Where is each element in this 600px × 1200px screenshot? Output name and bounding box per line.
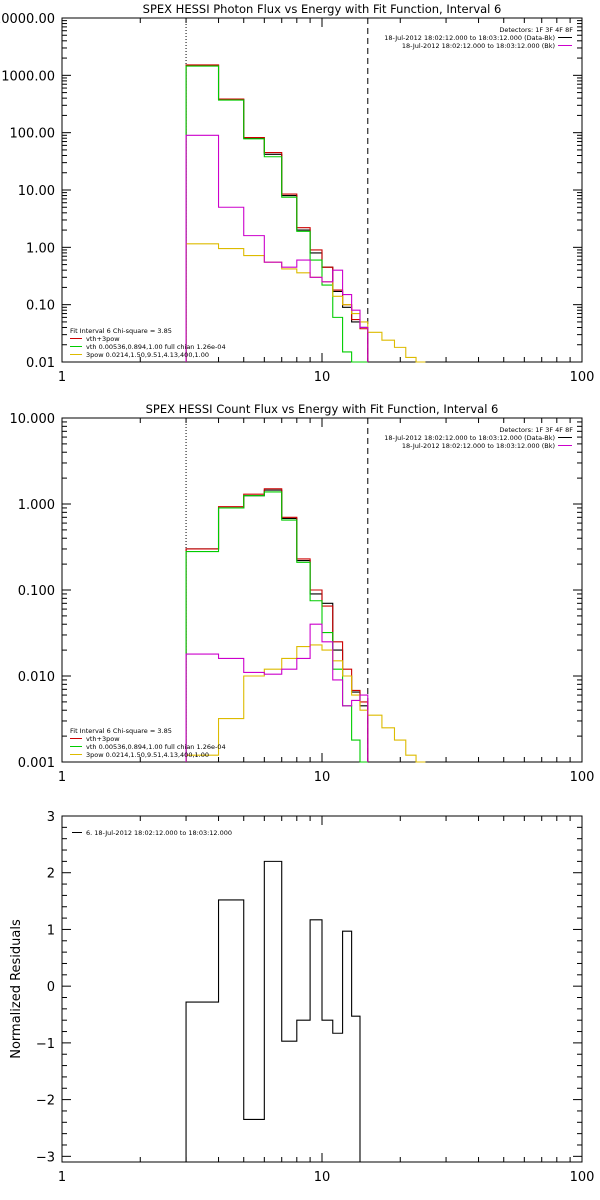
x-tick-label: 10: [314, 770, 331, 785]
chart-panel-2: SPEX HESSI Count Flux vs Energy with Fit…: [10, 402, 595, 785]
y-axis-label: Normalized Residuals: [9, 919, 24, 1059]
legend-entry: vth+3pow: [86, 735, 120, 743]
legend-entry: 6. 18-Jul-2012 18:02:12.000 to 18:03:12.…: [86, 829, 232, 837]
chart-panel-1: SPEX HESSI Photon Flux vs Energy with Fi…: [0, 2, 594, 385]
y-tick-label: 1.00: [26, 241, 55, 256]
x-tick-label: 10: [314, 1170, 331, 1185]
plot-frame: [61, 17, 583, 363]
series-thermal-line: [185, 491, 368, 763]
x-tick-label: 1: [58, 1170, 66, 1185]
legend-entry: vth 0.00536,0.894,1.00 full chian 1.26e-…: [86, 343, 226, 351]
y-tick-label: 0.010: [18, 670, 55, 685]
chart-title: SPEX HESSI Count Flux vs Energy with Fit…: [146, 402, 499, 416]
series-residuals-line: [185, 860, 361, 1162]
y-tick-label: 0: [47, 980, 55, 995]
y-tick-label: 100.00: [10, 127, 56, 142]
y-tick-label: 0.100: [18, 584, 55, 599]
series-data-line: [185, 489, 369, 762]
chart-panel-3: 1 10 100 −3 −2 −1 0 1 2 3 Normalized Residuals 6. 1…: [9, 810, 594, 1185]
y-tick-label: 0.01: [26, 356, 55, 371]
y-tick-label: −1: [36, 1037, 55, 1052]
x-tick-label: 100: [570, 1170, 595, 1185]
x-tick-label: 100: [570, 770, 595, 785]
legend-entry: 3pow 0.0214,1.50,9.51,4.13,400,1.00: [86, 751, 209, 759]
y-tick-label: 1: [47, 923, 55, 938]
legend-entry: vth 0.00536,0.894,1.00 full chian 1.26e-…: [86, 743, 226, 751]
legend-entry: 18-Jul-2012 18:02:12.000 to 18:03:12.000…: [384, 34, 555, 42]
series-thermal-line: [185, 65, 368, 363]
x-tick-label: 1: [58, 770, 66, 785]
series-powerlaw-line: [185, 243, 426, 363]
y-tick-label: 1000.00: [1, 69, 55, 84]
legend-entry: 18-Jul-2012 18:02:12.000 to 18:03:12.000…: [384, 434, 555, 442]
series-total-line: [185, 488, 369, 762]
y-tick-label: 10.00: [18, 184, 55, 199]
legend-header: Detectors: 1F 3F 4F 8F: [499, 26, 573, 34]
y-tick-label: 3: [47, 810, 55, 825]
legend-entry: vth+3pow: [86, 335, 120, 343]
series-background-line: [185, 623, 369, 762]
series-background-line: [185, 134, 369, 362]
x-tick-label: 100: [570, 370, 595, 385]
legend-header: Detectors: 1F 3F 4F 8F: [499, 426, 573, 434]
x-tick-label: 1: [58, 370, 66, 385]
legend-header: Fit Interval 6 Chi-square = 3.85: [70, 727, 172, 735]
y-tick-label: 2: [47, 867, 55, 882]
y-tick-label: 0.10: [26, 299, 55, 314]
y-tick-label: 1.000: [18, 498, 55, 513]
y-tick-label: −2: [36, 1094, 55, 1109]
y-tick-label: 10.000: [10, 412, 56, 427]
legend-entry: 3pow 0.0214,1.50,9.51,4.13,400,1.00: [86, 351, 209, 359]
legend-entry: 18-Jul-2012 18:02:12.000 to 18:03:12.000…: [402, 42, 555, 50]
legend-header: Fit Interval 6 Chi-square = 3.85: [70, 327, 172, 335]
chart-title: SPEX HESSI Photon Flux vs Energy with Fi…: [143, 2, 502, 16]
x-tick-label: 10: [314, 370, 331, 385]
legend-entry: 18-Jul-2012 18:02:12.000 to 18:03:12.000…: [402, 442, 555, 450]
y-tick-label: −3: [36, 1150, 55, 1165]
y-tick-label: 10000.00: [0, 12, 55, 27]
y-tick-label: 0.001: [18, 756, 55, 771]
